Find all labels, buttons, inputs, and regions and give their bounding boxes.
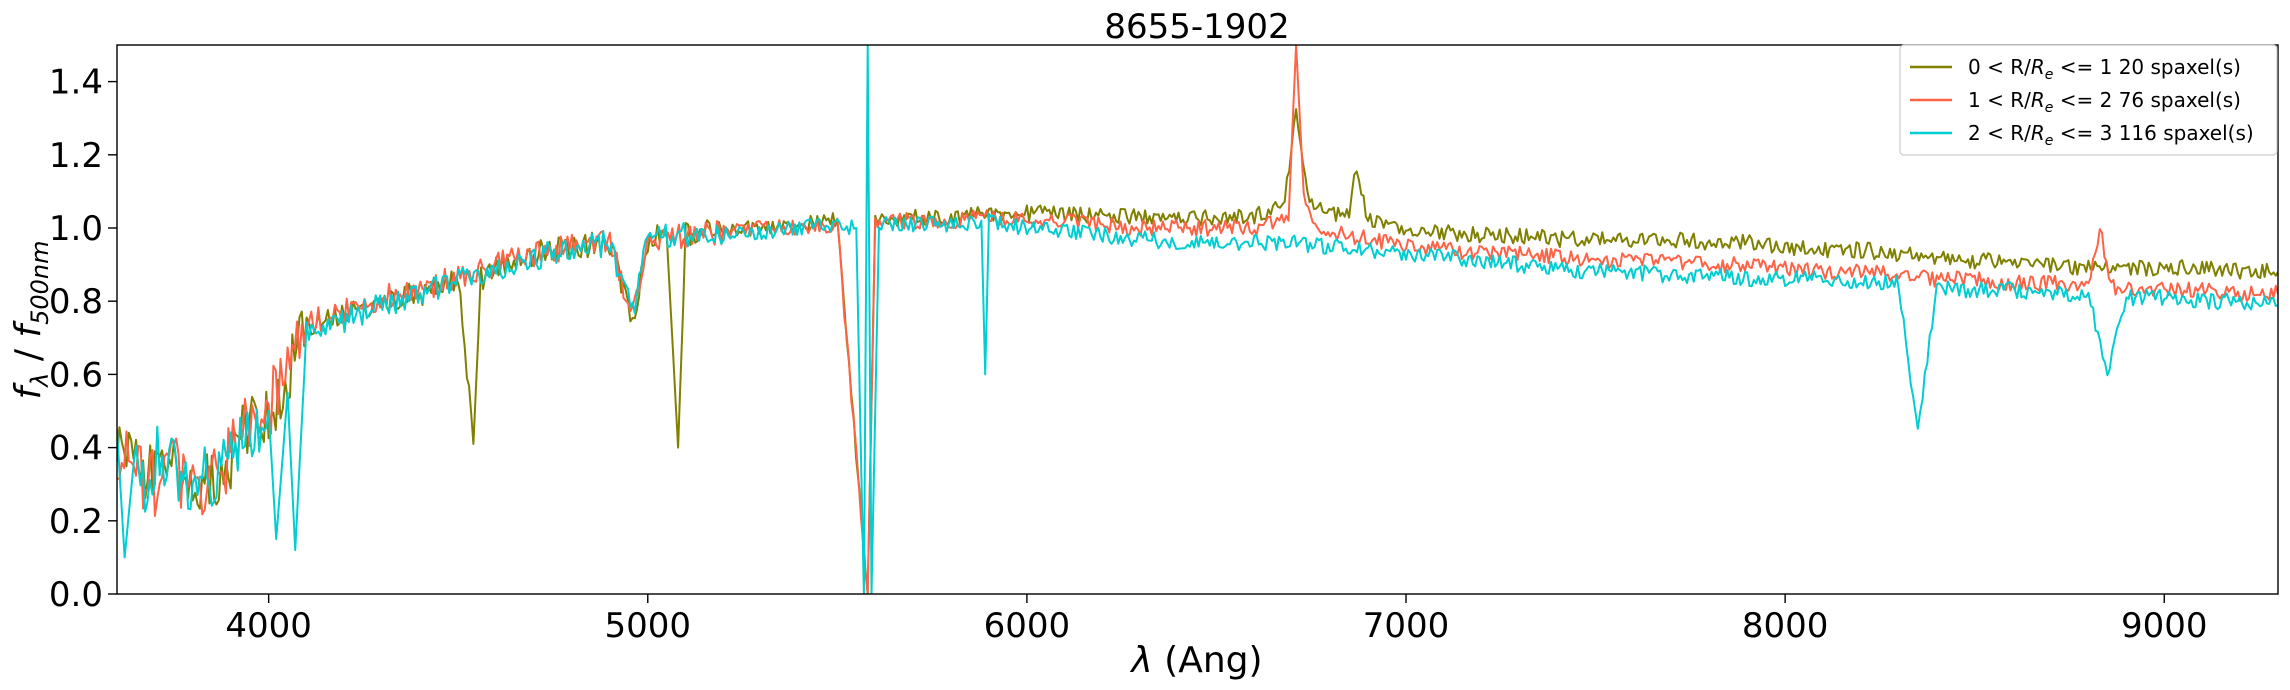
y-tick-label: 1.2: [49, 136, 103, 176]
chart-title: 8655-1902: [1104, 7, 1289, 47]
x-tick-label: 7000: [1363, 606, 1450, 646]
y-tick-label: 1.4: [49, 63, 103, 103]
series-line-3: [117, 45, 2278, 594]
y-tick-label: 0.6: [49, 355, 103, 395]
series-line-2: [117, 45, 2278, 594]
series-line-1: [117, 108, 2278, 594]
y-tick-label: 1.0: [49, 209, 103, 249]
legend: 0 < R/Re <= 1 20 spaxel(s) 1 < R/Re <= 2 …: [1899, 44, 2278, 156]
legend-label-2: 1 < R/Re <= 2 76 spaxel(s): [1968, 88, 2241, 116]
x-tick-label: 6000: [984, 606, 1071, 646]
x-tick-label: 5000: [605, 606, 692, 646]
y-tick-label: 0.2: [49, 502, 103, 542]
y-axis-title: fλ / f500nm: [8, 241, 54, 400]
x-axis: 4000 5000 6000 7000 8000 9000: [225, 594, 2208, 646]
legend-label-1: 0 < R/Re <= 1 20 spaxel(s): [1968, 55, 2241, 83]
series-layer: [117, 45, 2278, 594]
y-axis: 0.0 0.2 0.4 0.6 0.8 1.0 1.2 1.4: [49, 63, 117, 615]
y-tick-label: 0.0: [49, 575, 103, 615]
y-tick-label: 0.8: [49, 282, 103, 322]
legend-box: [1899, 44, 2278, 156]
x-tick-label: 4000: [225, 606, 312, 646]
y-tick-label: 0.4: [49, 429, 103, 469]
plot-frame: [116, 44, 2279, 595]
x-tick-label: 9000: [2121, 606, 2208, 646]
x-axis-title: λ (Ang): [1129, 640, 1262, 681]
x-tick-label: 8000: [1742, 606, 1829, 646]
legend-label-3: 2 < R/Re <= 3 116 spaxel(s): [1968, 121, 2254, 149]
